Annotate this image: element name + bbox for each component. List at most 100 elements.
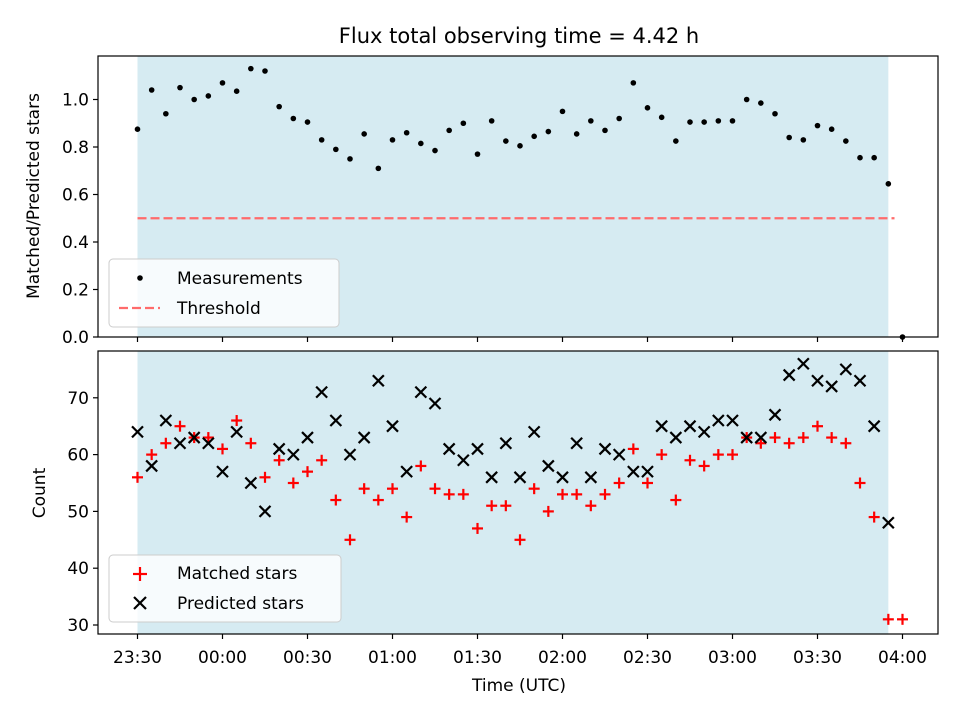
measurement-point [333,146,339,153]
bottom-x-axis: 23:30 00:00 00:30 01:00 01:30 02:00 02:30 03:00… [113,634,927,668]
measurement-point [673,138,679,144]
matched-star-point [727,449,738,461]
top-x-ticks [136,337,904,342]
matched-star-point [259,471,271,483]
predicted-star-point [372,374,385,388]
predicted-star-point [598,442,612,456]
matched-star-point [882,613,894,625]
matched-star-point [245,437,257,449]
matched-star-point [826,432,838,444]
measurement-point [219,80,226,86]
predicted-star-point [867,419,881,433]
predicted-star-point [457,454,470,467]
bottom-y-tick-label: 30 [67,616,89,636]
measurement-point [474,151,481,157]
x-tick-label: 03:30 [793,648,842,668]
predicted-star-point [159,414,173,427]
measurement-point [290,115,297,122]
measurement-point [517,143,523,149]
matched-star-point [670,494,682,506]
matched-star-point [698,460,710,472]
matched-star-point [443,488,455,500]
matched-star-point [202,432,214,444]
measurement-point [658,114,665,121]
matched-star-point [174,420,186,432]
measurement-point [403,129,410,136]
legend-label-matched-stars: Matched stars [177,564,297,584]
measurement-point [460,120,467,127]
top-y-tick-label: 1.0 [62,91,89,111]
measurement-point [573,131,580,137]
matched-star-point [656,449,668,461]
matched-star-point [146,449,158,461]
measurement-point [743,96,750,103]
top-y-tick-label: 0.8 [62,138,89,158]
predicted-star-point [244,476,258,490]
measurement-point [205,93,212,99]
measurement-point [276,103,282,110]
measurement-point [828,126,835,132]
legend-label-predicted-stars: Predicted stars [177,594,304,614]
matched-star-point [769,432,781,444]
matched-star-point [316,454,328,466]
matched-star-point [557,488,568,500]
matched-star-point [599,488,611,500]
measurement-point [772,110,778,117]
matched-star-point [457,488,469,500]
predicted-star-point [485,471,498,484]
matched-star-point [797,432,809,444]
matched-star-point [755,437,767,449]
measurement-point [304,119,311,125]
x-tick-label: 00:30 [283,648,332,668]
predicted-star-point [202,436,215,450]
predicted-star-point [343,448,357,461]
predicted-star-point [131,425,144,439]
legend-label-measurements: Measurements [177,269,303,289]
measurement-point [177,84,183,91]
matched-star-point [642,477,653,489]
measurement-point [318,137,325,143]
top-y-axis-label: Matched/Predicted stars [24,93,44,299]
bottom-y-tick-label: 70 [67,389,89,409]
measurement-point [488,118,495,124]
measurement-point [389,137,396,143]
predicted-star-point [655,419,668,433]
matched-star-point [684,454,696,466]
x-tick-label: 04:00 [878,648,927,668]
predicted-star-point [230,425,243,439]
matched-star-point [542,505,554,517]
predicted-star-point [216,465,229,478]
x-tick-label: 02:30 [623,648,672,668]
measurement-point [588,118,594,124]
matched-star-point [287,477,299,489]
bottom-panel: 30 40 50 60 70 23:30 00:00 00:30 01:00 01:30 02:0… [30,350,939,696]
top-y-tick-label: 0.6 [62,186,89,206]
predicted-star-point [570,436,583,450]
chart-title: Flux total observing time = 4.42 h [339,24,699,48]
predicted-star-point [400,465,413,478]
measurement-point [262,68,268,74]
top-y-tick-label: 0.4 [62,233,89,253]
predicted-star-point [329,414,343,427]
predicted-star-point [839,363,853,376]
predicted-star-point [612,448,626,461]
measurements-legend-marker [137,275,143,281]
matched-star-point [132,471,143,483]
bottom-y-tick-label: 50 [67,502,89,522]
measurement-point [446,127,452,134]
matched-star-point [358,483,370,495]
matched-star-point [854,477,866,489]
predicted-star-point [782,368,796,382]
measurement-point [800,137,807,143]
measurement-point [701,119,707,125]
predicted-star-point [853,374,867,388]
matched-star-point [528,483,540,495]
measurement-point [503,138,509,144]
predicted-stars-legend-marker [133,596,147,610]
matched-star-point [840,437,852,449]
measurement-point [418,140,424,147]
x-tick-label: 01:30 [453,648,502,668]
predicted-star-point [641,465,654,478]
predicted-star-point [584,471,598,484]
